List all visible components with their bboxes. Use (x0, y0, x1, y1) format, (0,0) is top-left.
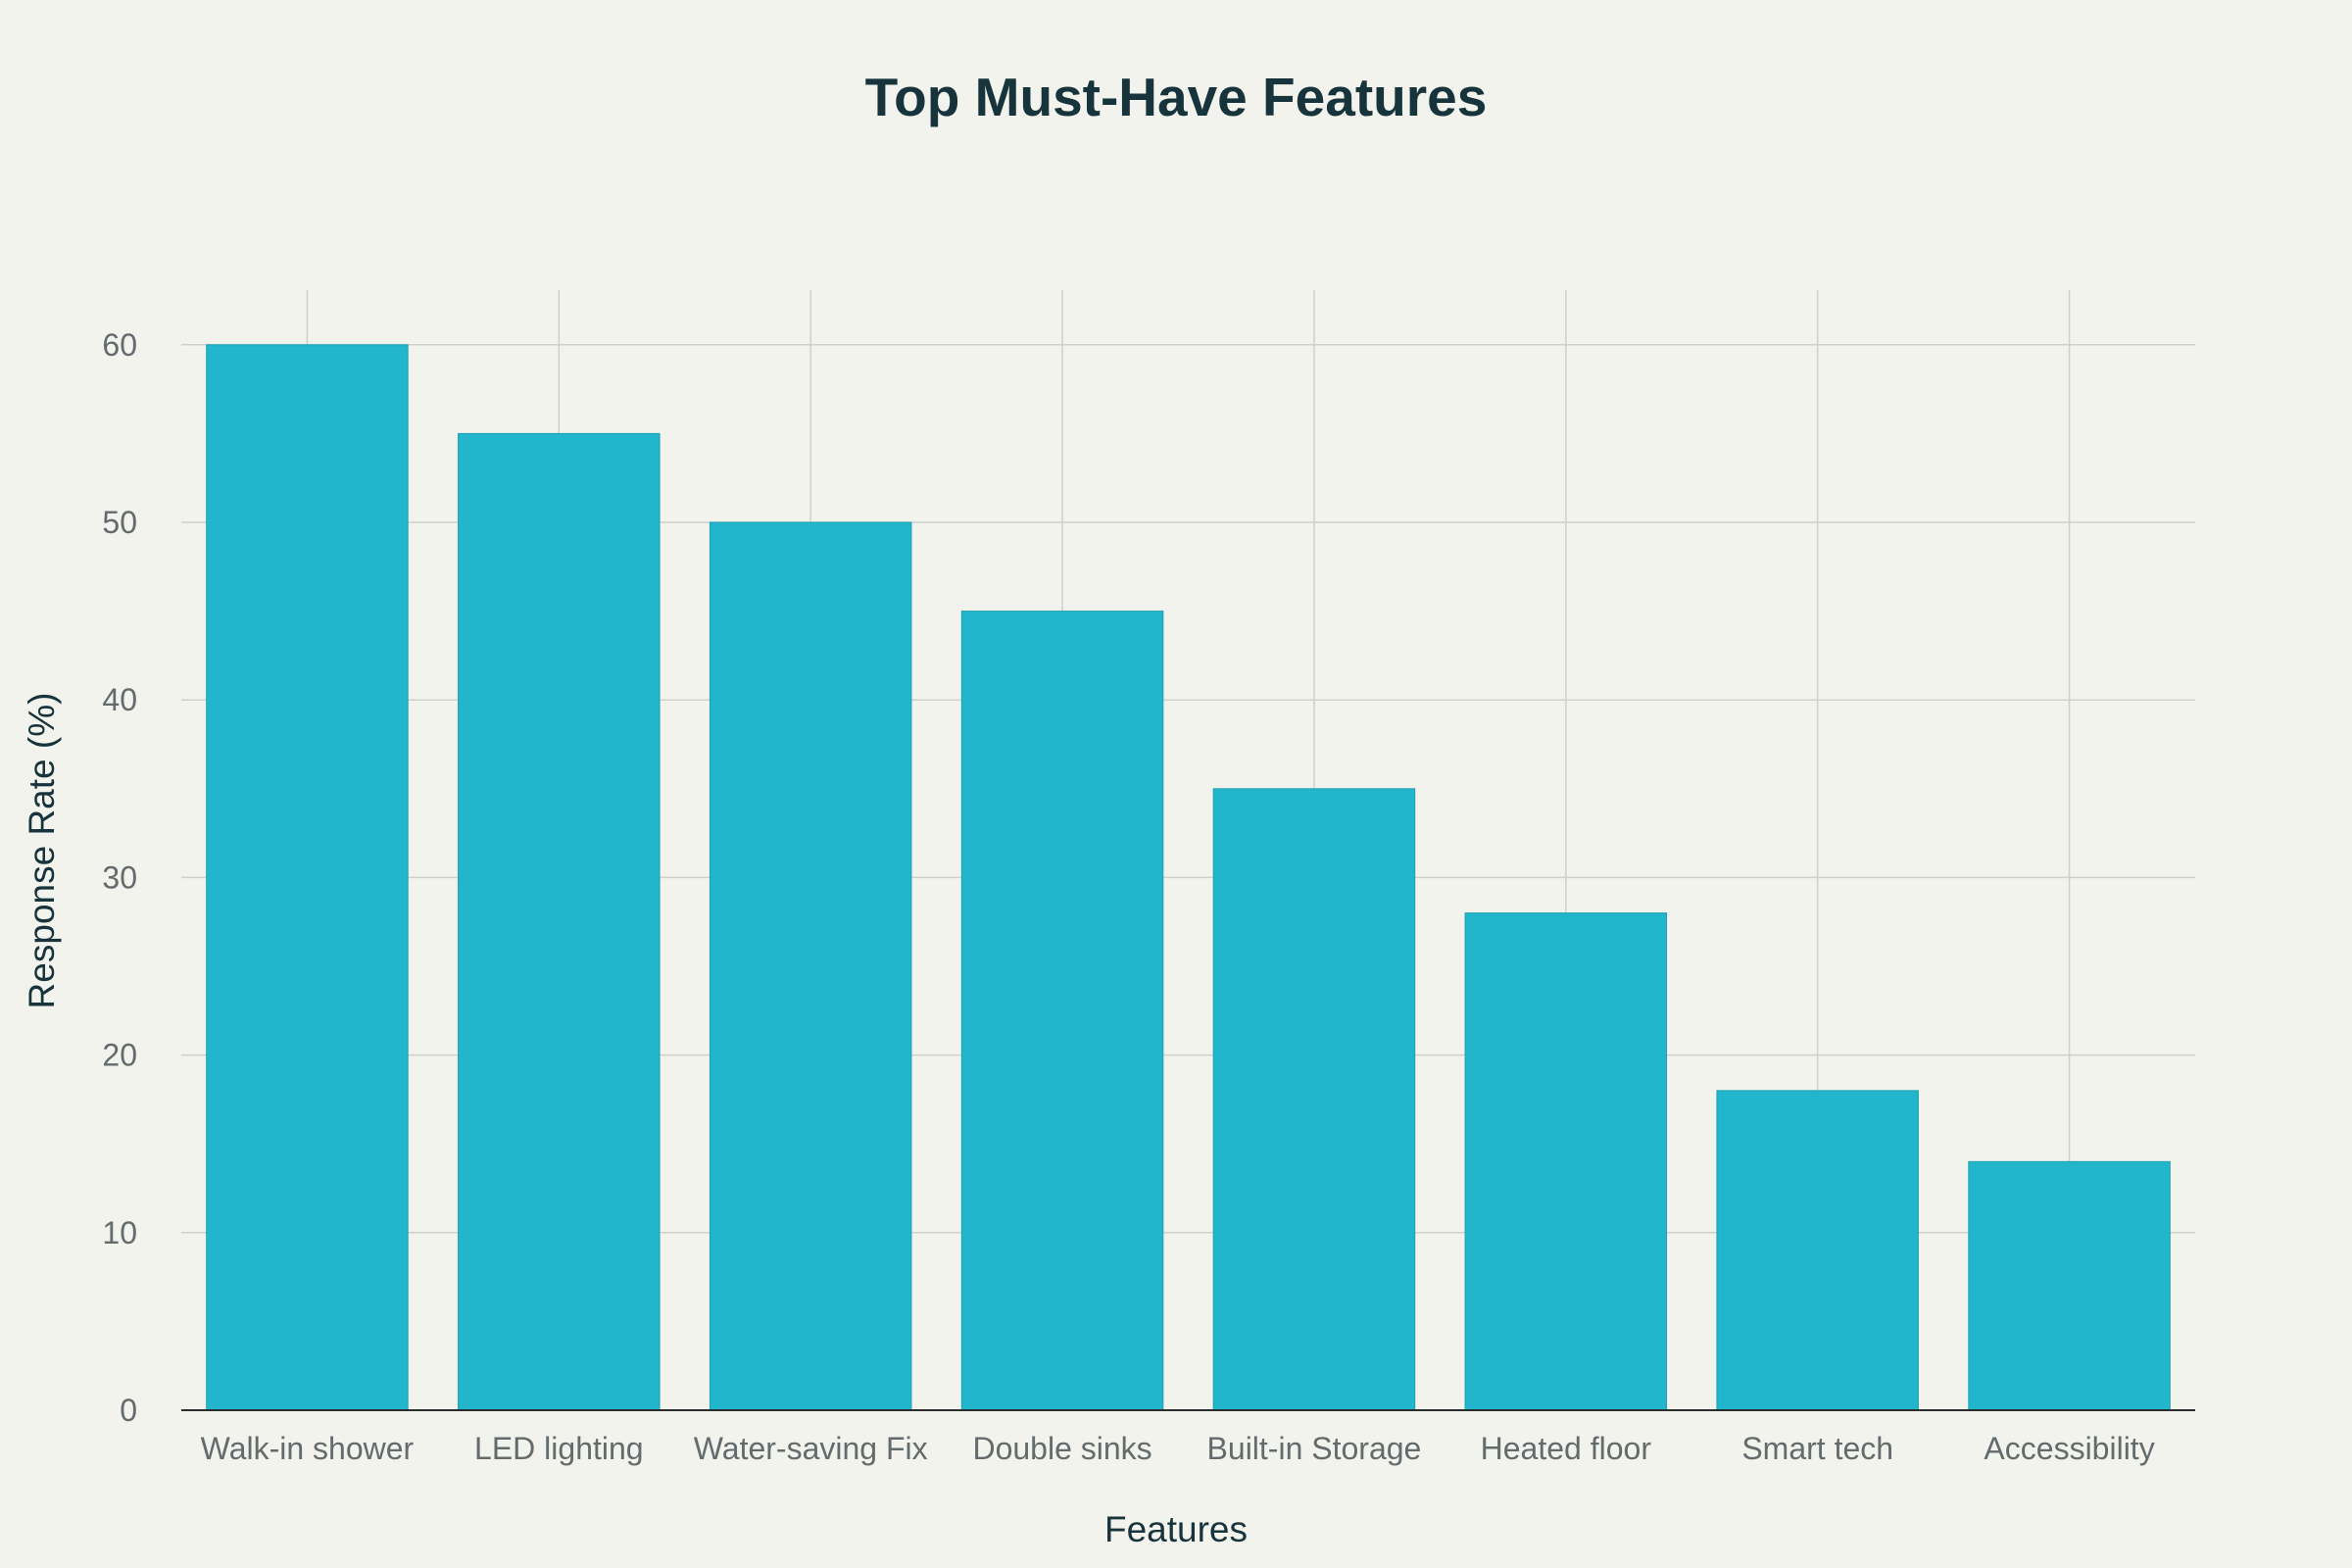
chart-title: Top Must-Have Features (865, 67, 1488, 127)
y-tick-label: 0 (120, 1393, 137, 1428)
bar (1968, 1160, 2171, 1411)
y-tick-label: 40 (102, 682, 137, 717)
bars (206, 344, 2171, 1411)
bar (206, 344, 409, 1411)
x-tick-label: Double sinks (972, 1431, 1152, 1466)
x-tick-label: Water-saving Fix (694, 1431, 928, 1466)
y-tick-label: 50 (102, 505, 137, 540)
y-tick-label: 20 (102, 1038, 137, 1073)
bar (709, 521, 912, 1411)
x-tick-label: LED lighting (474, 1431, 644, 1466)
x-tick-label: Heated floor (1481, 1431, 1652, 1466)
x-axis-title: Features (1104, 1509, 1248, 1549)
y-tick-label: 30 (102, 859, 137, 895)
bar (1464, 912, 1668, 1411)
bar (960, 611, 1164, 1411)
y-tick-label: 60 (102, 327, 137, 363)
x-tick-label: Built-in Storage (1207, 1431, 1422, 1466)
bar (1212, 788, 1416, 1411)
y-axis-title: Response Rate (%) (22, 693, 62, 1009)
x-tick-label: Smart tech (1741, 1431, 1893, 1466)
bar (1716, 1090, 1919, 1411)
tick-labels: 0 10 20 30 40 50 60 Walk-in shower LED lighting W… (102, 327, 2154, 1466)
x-tick-label: Accessibility (1984, 1431, 2154, 1466)
bar (458, 432, 661, 1411)
y-tick-label: 10 (102, 1215, 137, 1250)
x-tick-label: Walk-in shower (201, 1431, 415, 1466)
